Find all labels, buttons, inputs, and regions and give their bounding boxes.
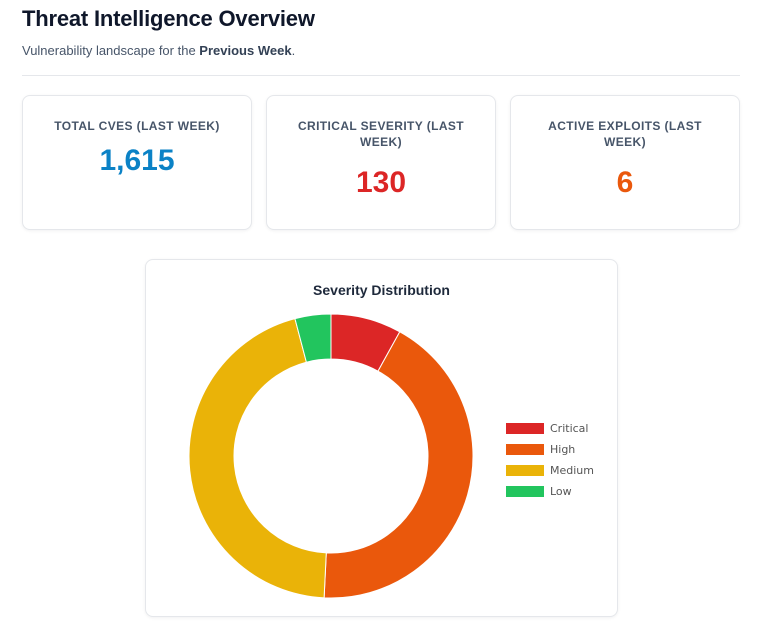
- stat-value: 1,615: [99, 144, 175, 177]
- chart-title: Severity Distribution: [313, 282, 450, 298]
- stat-card-active-exploits: ACTIVE EXPLOITS (LAST WEEK) 6: [510, 95, 740, 230]
- donut-slice-low[interactable]: [294, 313, 332, 363]
- severity-chart-card: Severity Distribution Critical High Medium…: [145, 259, 618, 617]
- stat-label: ACTIVE EXPLOITS (LAST WEEK): [548, 119, 702, 149]
- donut-slice-high[interactable]: [323, 331, 474, 599]
- severity-donut-chart: [188, 313, 474, 599]
- page-subtitle: Vulnerability landscape for the Previous…: [22, 43, 295, 58]
- page-title: Threat Intelligence Overview: [22, 6, 315, 31]
- stat-card-critical-severity: CRITICAL SEVERITY (LAST WEEK) 130: [266, 95, 496, 230]
- legend-label: Medium: [550, 464, 594, 477]
- subtitle-prefix: Vulnerability landscape for the: [22, 43, 200, 58]
- stat-card-total-cves: TOTAL CVES (LAST WEEK) 1,615: [22, 95, 252, 230]
- stat-value: 6: [616, 166, 634, 199]
- stat-label: CRITICAL SEVERITY (LAST WEEK): [297, 119, 465, 149]
- donut-slice-medium[interactable]: [188, 318, 327, 599]
- legend-item-medium[interactable]: Medium: [506, 460, 594, 481]
- subtitle-period: Previous Week: [199, 43, 292, 58]
- stat-value: 130: [355, 166, 407, 199]
- legend-label: High: [550, 443, 576, 456]
- legend-item-critical[interactable]: Critical: [506, 418, 594, 439]
- legend-swatch: [506, 444, 544, 455]
- chart-legend: Critical High Medium Low: [506, 418, 594, 502]
- stat-label: TOTAL CVES (LAST WEEK): [54, 119, 220, 133]
- legend-swatch: [506, 486, 544, 497]
- legend-item-low[interactable]: Low: [506, 481, 594, 502]
- legend-swatch: [506, 465, 544, 476]
- header-divider: [22, 75, 740, 76]
- legend-item-high[interactable]: High: [506, 439, 594, 460]
- legend-label: Low: [550, 485, 572, 498]
- legend-label: Critical: [550, 422, 589, 435]
- subtitle-suffix: .: [291, 43, 296, 58]
- legend-swatch: [506, 423, 544, 434]
